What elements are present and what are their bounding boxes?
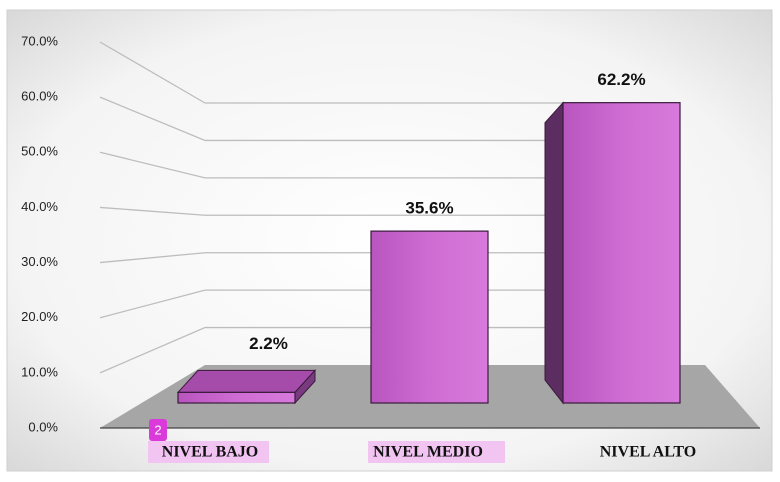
y-tick-label: 60.0% [21, 89, 58, 104]
value-label: 35.6% [405, 199, 453, 218]
bar [562, 102, 681, 404]
label-highlight [368, 441, 505, 463]
value-label: 2.2% [249, 334, 288, 353]
grid-line [99, 96, 655, 142]
y-tick-label: 0.0% [28, 419, 58, 434]
x-tick-label: NIVEL BAJO [162, 444, 258, 461]
bar-side [544, 101, 564, 405]
bar [177, 391, 296, 404]
bar-top [176, 369, 317, 393]
grid-line [99, 41, 655, 104]
annotation: 2 [154, 422, 161, 437]
x-tick-label: NIVEL ALTO [600, 444, 697, 461]
grid-line [99, 252, 655, 264]
grid-line [99, 289, 655, 319]
y-tick-label: 40.0% [21, 199, 58, 214]
x-tick-label: NIVEL MEDIO [373, 444, 483, 461]
grid-line [99, 206, 655, 216]
label-highlight [148, 441, 269, 463]
bar [370, 230, 489, 404]
y-tick-label: 30.0% [21, 254, 58, 269]
grid-line [99, 151, 655, 179]
grid-line [99, 326, 655, 374]
y-tick-label: 70.0% [21, 33, 58, 48]
y-tick-label: 50.0% [21, 144, 58, 159]
y-tick-label: 10.0% [21, 364, 58, 379]
value-label: 62.2% [597, 70, 645, 89]
y-tick-label: 20.0% [21, 309, 58, 324]
annotation-badge [149, 419, 167, 441]
